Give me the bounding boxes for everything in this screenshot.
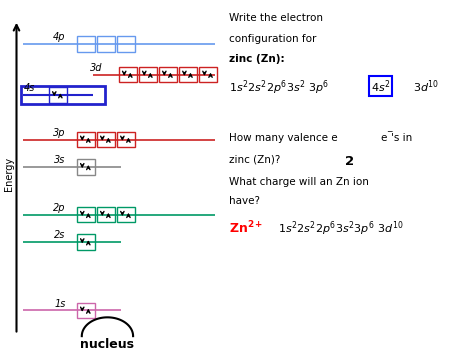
- Bar: [77, 207, 95, 223]
- Text: nucleus: nucleus: [81, 338, 135, 351]
- Text: zinc (Zn):: zinc (Zn):: [228, 54, 284, 64]
- Bar: [77, 36, 95, 51]
- Text: 3s: 3s: [54, 155, 65, 165]
- Text: Write the electron: Write the electron: [228, 13, 323, 23]
- Bar: [21, 86, 105, 104]
- Text: Energy: Energy: [4, 157, 14, 191]
- Bar: [119, 67, 137, 82]
- Bar: [77, 234, 95, 250]
- Text: $1s^22s^22p^63s^23p^6\ 3d^{10}$: $1s^22s^22p^63s^23p^6\ 3d^{10}$: [278, 220, 403, 239]
- Text: have?: have?: [228, 196, 260, 206]
- Bar: [139, 67, 157, 82]
- Text: $3d^{10}$: $3d^{10}$: [413, 78, 439, 94]
- Bar: [49, 87, 67, 103]
- Text: 4s: 4s: [24, 83, 35, 93]
- Text: 2s: 2s: [54, 230, 65, 240]
- Text: 1s: 1s: [54, 299, 65, 309]
- Text: 3p: 3p: [53, 128, 65, 138]
- Bar: [117, 36, 135, 51]
- Text: zinc (Zn)?: zinc (Zn)?: [228, 155, 280, 165]
- Text: 2: 2: [345, 155, 355, 168]
- Text: 's in: 's in: [391, 133, 412, 143]
- Text: $\mathbf{Zn^{2+}}$: $\mathbf{Zn^{2+}}$: [228, 220, 263, 236]
- Bar: [200, 67, 217, 82]
- Bar: [77, 303, 95, 318]
- Bar: [97, 36, 115, 51]
- Bar: [159, 67, 177, 82]
- Text: What charge will an Zn ion: What charge will an Zn ion: [228, 177, 369, 187]
- Text: $1s^22s^22p^63s^2\ 3p^6$: $1s^22s^22p^63s^2\ 3p^6$: [228, 78, 329, 97]
- Text: 4p: 4p: [53, 32, 65, 42]
- Text: $4s^2$: $4s^2$: [371, 78, 391, 94]
- Bar: [97, 207, 115, 223]
- Text: e: e: [380, 133, 387, 143]
- Text: 2p: 2p: [53, 203, 65, 213]
- Bar: [117, 132, 135, 147]
- Text: How many valence e: How many valence e: [228, 133, 337, 143]
- Text: configuration for: configuration for: [228, 34, 316, 44]
- Bar: [77, 132, 95, 147]
- Bar: [117, 207, 135, 223]
- Text: −: −: [386, 127, 392, 137]
- Bar: [97, 132, 115, 147]
- Text: 3d: 3d: [90, 63, 103, 73]
- Bar: [179, 67, 197, 82]
- Bar: [77, 159, 95, 175]
